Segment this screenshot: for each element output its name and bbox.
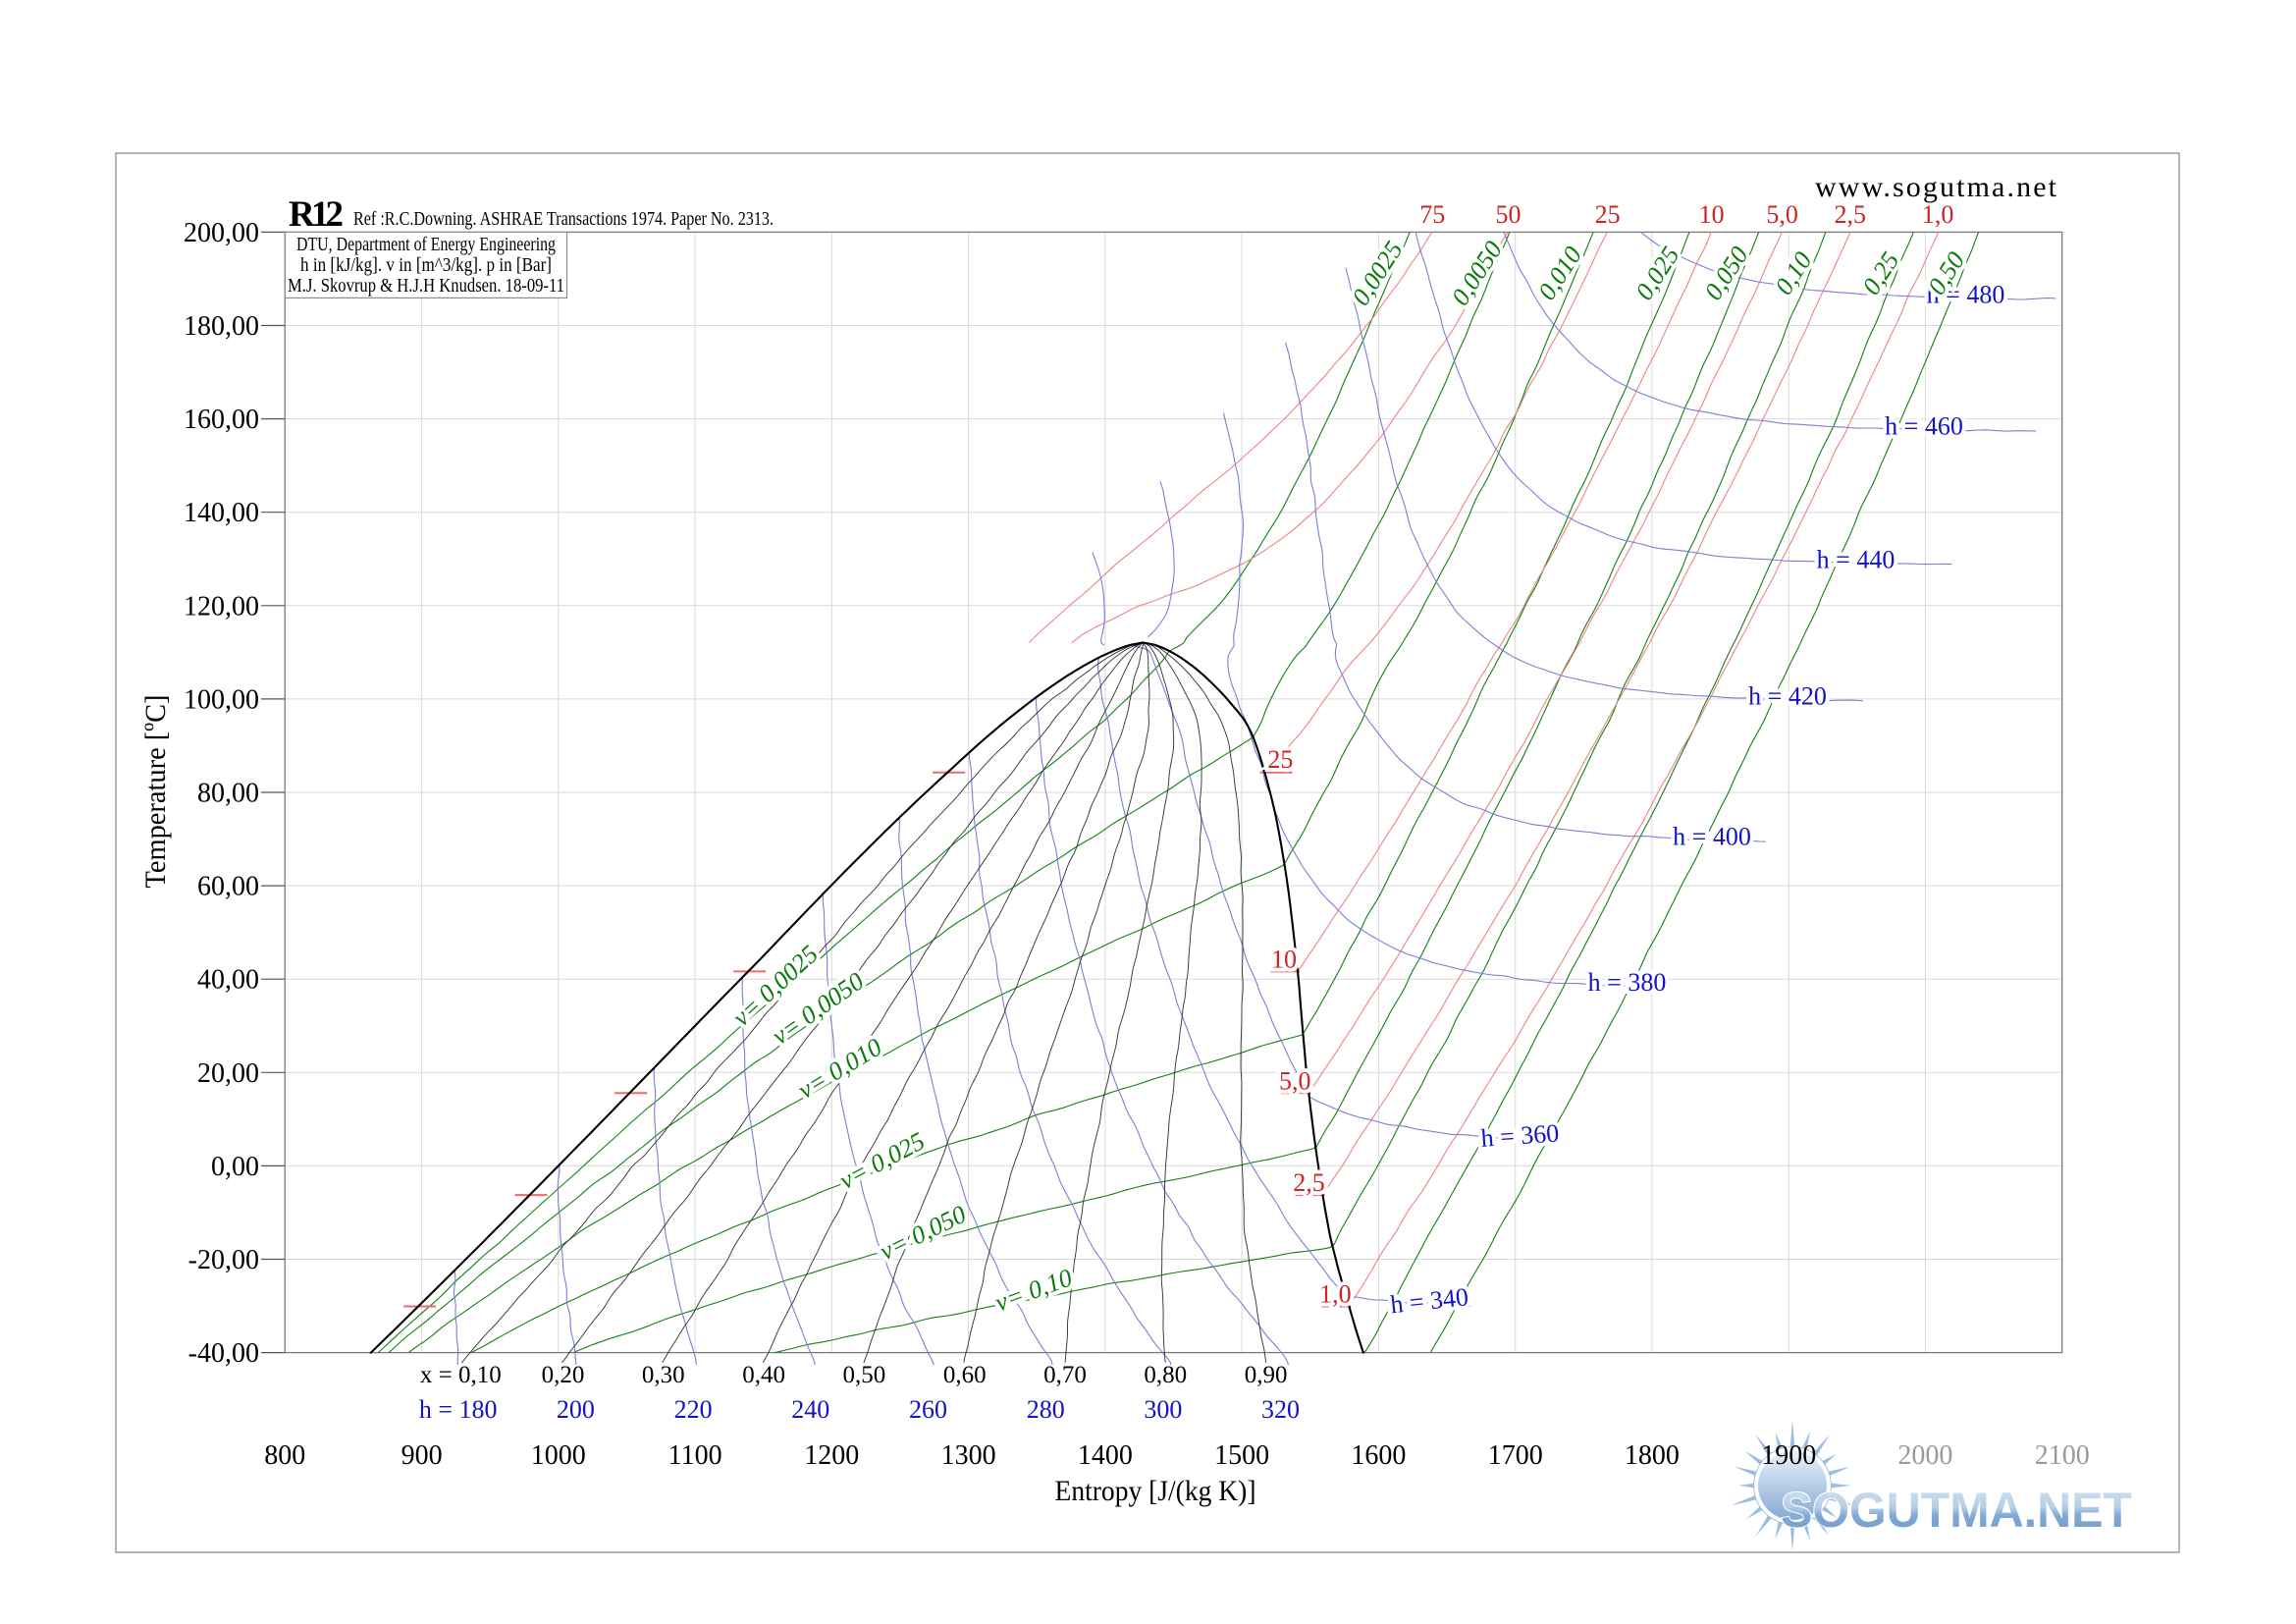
svg-text:h = 440: h = 440: [1817, 545, 1896, 573]
svg-text:R12: R12: [289, 194, 344, 235]
svg-text:h = 420: h = 420: [1748, 681, 1827, 710]
svg-text:-40,00: -40,00: [188, 1338, 259, 1369]
svg-text:1900: 1900: [1761, 1440, 1816, 1471]
svg-text:40,00: 40,00: [197, 965, 259, 996]
svg-text:0,70: 0,70: [1043, 1362, 1087, 1388]
svg-text:2100: 2100: [2035, 1440, 2090, 1471]
svg-text:www.sogutma.net: www.sogutma.net: [1815, 171, 2057, 203]
svg-text:1400: 1400: [1078, 1440, 1133, 1471]
svg-text:10: 10: [1271, 945, 1297, 973]
svg-text:M.J. Skovrup & H.J.H Knudsen.: M.J. Skovrup & H.J.H Knudsen. 18-09-11: [288, 276, 564, 297]
svg-text:1200: 1200: [804, 1440, 859, 1471]
svg-text:800: 800: [264, 1440, 305, 1471]
svg-text:0,90: 0,90: [1245, 1362, 1288, 1388]
svg-text:h = 460: h = 460: [1885, 412, 1963, 441]
svg-text:0,80: 0,80: [1144, 1362, 1187, 1388]
svg-text:DTU, Department of Energy Engi: DTU, Department of Energy Engineering: [296, 235, 556, 255]
svg-text:2,5: 2,5: [1293, 1168, 1325, 1197]
svg-text:0,50: 0,50: [843, 1362, 886, 1388]
svg-text:1,0: 1,0: [1922, 200, 1954, 229]
svg-text:280: 280: [1027, 1395, 1065, 1424]
svg-text:300: 300: [1144, 1395, 1182, 1424]
svg-text:0,00: 0,00: [211, 1152, 259, 1182]
svg-text:1,0: 1,0: [1319, 1280, 1352, 1309]
svg-text:320: 320: [1261, 1395, 1300, 1424]
svg-text:160,00: 160,00: [184, 405, 259, 435]
svg-text:75: 75: [1419, 200, 1445, 229]
svg-text:h = 480: h = 480: [1927, 281, 2005, 309]
svg-text:h in [kJ/kg]. v in [m^3/kg]. p: h in [kJ/kg]. v in [m^3/kg]. p in [Bar]: [300, 255, 552, 276]
svg-text:140,00: 140,00: [184, 498, 259, 528]
svg-text:Temperature [ºC]: Temperature [ºC]: [139, 695, 172, 889]
svg-text:200,00: 200,00: [184, 218, 259, 248]
svg-text:0,20: 0,20: [542, 1362, 585, 1388]
svg-text:80,00: 80,00: [197, 779, 259, 809]
svg-text:220: 220: [674, 1395, 713, 1424]
svg-text:5,0: 5,0: [1766, 200, 1798, 229]
svg-text:Entropy [J/(kg K)]: Entropy [J/(kg K)]: [1055, 1475, 1256, 1507]
svg-text:60,00: 60,00: [197, 872, 259, 902]
svg-text:1100: 1100: [668, 1440, 722, 1471]
svg-text:1800: 1800: [1625, 1440, 1680, 1471]
svg-text:1000: 1000: [531, 1440, 586, 1471]
svg-text:25: 25: [1267, 745, 1293, 774]
svg-text:240: 240: [791, 1395, 829, 1424]
svg-text:h = 380: h = 380: [1588, 968, 1667, 997]
svg-text:180,00: 180,00: [184, 311, 259, 342]
svg-text:25: 25: [1595, 200, 1621, 229]
svg-text:0,40: 0,40: [742, 1362, 785, 1388]
svg-text:Ref :R.C.Downing. ASHRAE Trans: Ref :R.C.Downing. ASHRAE Transactions 19…: [353, 208, 774, 230]
svg-text:0,30: 0,30: [642, 1362, 685, 1388]
svg-text:h = 360: h = 360: [1480, 1118, 1561, 1152]
svg-text:1600: 1600: [1351, 1440, 1406, 1471]
svg-text:x = 0,10: x = 0,10: [420, 1362, 502, 1388]
svg-text:120,00: 120,00: [184, 591, 259, 622]
svg-text:2000: 2000: [1897, 1440, 1952, 1471]
svg-text:1300: 1300: [941, 1440, 996, 1471]
svg-text:20,00: 20,00: [197, 1058, 259, 1089]
svg-text:1500: 1500: [1214, 1440, 1269, 1471]
svg-text:h = 400: h = 400: [1673, 822, 1751, 850]
svg-text:-20,00: -20,00: [188, 1245, 259, 1275]
svg-text:2,5: 2,5: [1834, 200, 1866, 229]
svg-text:200: 200: [557, 1395, 595, 1424]
svg-text:h = 180: h = 180: [419, 1395, 498, 1424]
svg-text:50: 50: [1496, 200, 1522, 229]
svg-text:10: 10: [1699, 200, 1725, 229]
svg-text:1700: 1700: [1488, 1440, 1543, 1471]
svg-text:900: 900: [401, 1440, 443, 1471]
svg-text:260: 260: [909, 1395, 947, 1424]
svg-text:SOGUTMA.NET: SOGUTMA.NET: [1781, 1483, 2132, 1538]
svg-text:0,60: 0,60: [943, 1362, 987, 1388]
svg-text:100,00: 100,00: [184, 684, 259, 715]
svg-text:5,0: 5,0: [1279, 1066, 1311, 1095]
